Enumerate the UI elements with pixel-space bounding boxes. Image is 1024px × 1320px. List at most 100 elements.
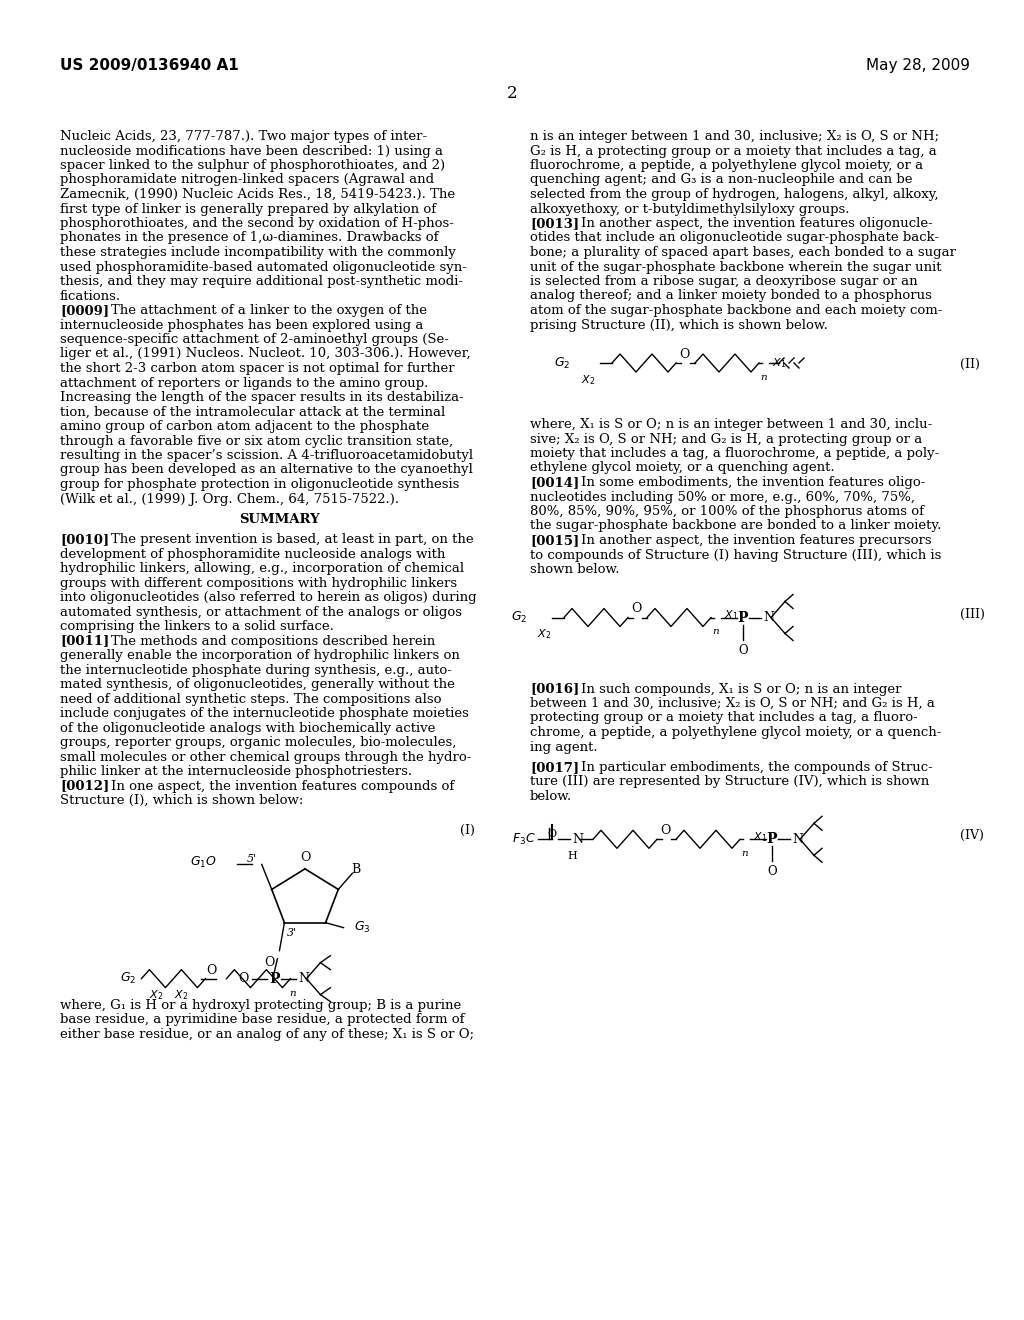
Text: [0015]: [0015] [530,535,580,546]
Text: unit of the sugar-phosphate backbone wherein the sugar unit: unit of the sugar-phosphate backbone whe… [530,260,941,273]
Text: selected from the group of hydrogen, halogens, alkyl, alkoxy,: selected from the group of hydrogen, hal… [530,187,939,201]
Text: In one aspect, the invention features compounds of: In one aspect, the invention features co… [94,780,454,792]
Text: In such compounds, X₁ is S or O; n is an integer: In such compounds, X₁ is S or O; n is an… [564,682,901,696]
Text: phosphorothioates, and the second by oxidation of H-phos-: phosphorothioates, and the second by oxi… [60,216,454,230]
Text: $G_2$: $G_2$ [120,972,136,986]
Text: P: P [269,972,280,986]
Text: (I): (I) [460,824,475,837]
Text: through a favorable five or six atom cyclic transition state,: through a favorable five or six atom cyc… [60,434,454,447]
Text: groups with different compositions with hydrophilic linkers: groups with different compositions with … [60,577,457,590]
Text: [0011]: [0011] [60,635,110,648]
Text: In another aspect, the invention features precursors: In another aspect, the invention feature… [564,535,932,546]
Text: (IV): (IV) [961,829,984,842]
Text: In some embodiments, the invention features oligo-: In some embodiments, the invention featu… [564,477,925,488]
Text: O: O [264,956,274,969]
Text: first type of linker is generally prepared by alkylation of: first type of linker is generally prepar… [60,202,436,215]
Text: May 28, 2009: May 28, 2009 [866,58,970,73]
Text: n: n [741,849,749,858]
Text: N: N [763,611,774,624]
Text: The methods and compositions described herein: The methods and compositions described h… [94,635,435,648]
Text: development of phosphoramidite nucleoside analogs with: development of phosphoramidite nucleosid… [60,548,445,561]
Text: group has been developed as an alternative to the cyanoethyl: group has been developed as an alternati… [60,463,473,477]
Text: attachment of reporters or ligands to the amino group.: attachment of reporters or ligands to th… [60,376,428,389]
Text: 5': 5' [247,854,257,865]
Text: P: P [767,833,777,846]
Text: US 2009/0136940 A1: US 2009/0136940 A1 [60,58,239,73]
Text: Structure (I), which is shown below:: Structure (I), which is shown below: [60,795,303,807]
Text: O: O [738,644,748,656]
Text: internucleoside phosphates has been explored using a: internucleoside phosphates has been expl… [60,318,423,331]
Text: 2: 2 [507,84,517,102]
Text: need of additional synthetic steps. The compositions also: need of additional synthetic steps. The … [60,693,441,706]
Text: n: n [713,627,719,636]
Text: O: O [631,602,641,615]
Text: these strategies include incompatibility with the commonly: these strategies include incompatibility… [60,246,456,259]
Text: Zamecnik, (1990) Nucleic Acids Res., 18, 5419-5423.). The: Zamecnik, (1990) Nucleic Acids Res., 18,… [60,187,455,201]
Text: automated synthesis, or attachment of the analogs or oligos: automated synthesis, or attachment of th… [60,606,462,619]
Text: n is an integer between 1 and 30, inclusive; X₂ is O, S or NH;: n is an integer between 1 and 30, inclus… [530,129,939,143]
Text: $G_3$: $G_3$ [353,920,370,935]
Text: where, X₁ is S or O; n is an integer between 1 and 30, inclu-: where, X₁ is S or O; n is an integer bet… [530,418,932,432]
Text: $F_3C$: $F_3C$ [512,832,536,847]
Text: ture (III) are represented by Structure (IV), which is shown: ture (III) are represented by Structure … [530,775,929,788]
Text: P: P [737,610,749,624]
Text: alkoxyethoxy, or t-butyldimethylsilyloxy groups.: alkoxyethoxy, or t-butyldimethylsilyloxy… [530,202,850,215]
Text: (III): (III) [961,607,985,620]
Text: the short 2-3 carbon atom spacer is not optimal for further: the short 2-3 carbon atom spacer is not … [60,362,455,375]
Text: 80%, 85%, 90%, 95%, or 100% of the phosphorus atoms of: 80%, 85%, 90%, 95%, or 100% of the phosp… [530,506,924,517]
Text: G₂ is H, a protecting group or a moiety that includes a tag, a: G₂ is H, a protecting group or a moiety … [530,144,937,157]
Text: otides that include an oligonucleotide sugar-phosphate back-: otides that include an oligonucleotide s… [530,231,939,244]
Text: O: O [659,824,670,837]
Text: O: O [767,866,777,878]
Text: chrome, a peptide, a polyethylene glycol moiety, or a quench-: chrome, a peptide, a polyethylene glycol… [530,726,941,739]
Text: of the oligonucleotide analogs with biochemically active: of the oligonucleotide analogs with bioc… [60,722,435,735]
Text: resulting in the spacer’s scission. A 4-trifluoroacetamidobutyl: resulting in the spacer’s scission. A 4-… [60,449,473,462]
Text: is selected from a ribose sugar, a deoxyribose sugar or an: is selected from a ribose sugar, a deoxy… [530,275,918,288]
Text: H: H [567,851,577,861]
Text: philic linker at the internucleoside phosphotriesters.: philic linker at the internucleoside pho… [60,766,412,777]
Text: hydrophilic linkers, allowing, e.g., incorporation of chemical: hydrophilic linkers, allowing, e.g., inc… [60,562,464,576]
Text: base residue, a pyrimidine base residue, a protected form of: base residue, a pyrimidine base residue,… [60,1014,465,1026]
Text: include conjugates of the internucleotide phosphate moieties: include conjugates of the internucleotid… [60,708,469,721]
Text: n: n [761,374,767,381]
Text: [0013]: [0013] [530,216,580,230]
Text: In another aspect, the invention features oligonucle-: In another aspect, the invention feature… [564,216,933,230]
Text: the internucleotide phosphate during synthesis, e.g., auto-: the internucleotide phosphate during syn… [60,664,452,677]
Text: In particular embodiments, the compounds of Struc-: In particular embodiments, the compounds… [564,760,933,774]
Text: below.: below. [530,789,572,803]
Text: mated synthesis, of oligonucleotides, generally without the: mated synthesis, of oligonucleotides, ge… [60,678,455,692]
Text: $X_1$: $X_1$ [772,356,786,370]
Text: $G_2$: $G_2$ [554,355,570,371]
Text: sive; X₂ is O, S or NH; and G₂ is H, a protecting group or a: sive; X₂ is O, S or NH; and G₂ is H, a p… [530,433,923,446]
Text: N: N [792,833,803,846]
Text: n: n [289,989,296,998]
Text: phosphoramidate nitrogen-linked spacers (Agrawal and: phosphoramidate nitrogen-linked spacers … [60,173,434,186]
Text: [0009]: [0009] [60,304,110,317]
Text: Increasing the length of the spacer results in its destabiliza-: Increasing the length of the spacer resu… [60,391,464,404]
Text: prising Structure (II), which is shown below.: prising Structure (II), which is shown b… [530,318,827,331]
Text: liger et al., (1991) Nucleos. Nucleot. 10, 303-306.). However,: liger et al., (1991) Nucleos. Nucleot. 1… [60,347,471,360]
Text: phonates in the presence of 1,ω-diamines. Drawbacks of: phonates in the presence of 1,ω-diamines… [60,231,438,244]
Text: where, G₁ is H or a hydroxyl protecting group; B is a purine: where, G₁ is H or a hydroxyl protecting … [60,999,461,1011]
Text: Nucleic Acids, 23, 777-787.). Two major types of inter-: Nucleic Acids, 23, 777-787.). Two major … [60,129,427,143]
Text: thesis, and they may require additional post-synthetic modi-: thesis, and they may require additional … [60,275,463,288]
Text: between 1 and 30, inclusive; X₂ is O, S or NH; and G₂ is H, a: between 1 and 30, inclusive; X₂ is O, S … [530,697,935,710]
Text: 3': 3' [287,928,297,937]
Text: $X_2$: $X_2$ [581,374,595,387]
Text: either base residue, or an analog of any of these; X₁ is S or O;: either base residue, or an analog of any… [60,1027,474,1040]
Text: into oligonucleotides (also referred to herein as oligos) during: into oligonucleotides (also referred to … [60,591,476,605]
Text: $X_2$: $X_2$ [537,627,551,642]
Text: used phosphoramidite-based automated oligonucleotide syn-: used phosphoramidite-based automated oli… [60,260,467,273]
Text: [0016]: [0016] [530,682,580,696]
Text: comprising the linkers to a solid surface.: comprising the linkers to a solid surfac… [60,620,334,634]
Text: $G_2$: $G_2$ [511,610,527,626]
Text: N: N [572,833,583,846]
Text: $X_1$: $X_1$ [753,830,767,845]
Text: ing agent.: ing agent. [530,741,598,754]
Text: spacer linked to the sulphur of phosphorothioates, and 2): spacer linked to the sulphur of phosphor… [60,158,445,172]
Text: [0017]: [0017] [530,760,580,774]
Text: The present invention is based, at least in part, on the: The present invention is based, at least… [94,533,473,546]
Text: $X_2$: $X_2$ [174,989,188,1002]
Text: small molecules or other chemical groups through the hydro-: small molecules or other chemical groups… [60,751,471,763]
Text: to compounds of Structure (I) having Structure (III), which is: to compounds of Structure (I) having Str… [530,549,941,561]
